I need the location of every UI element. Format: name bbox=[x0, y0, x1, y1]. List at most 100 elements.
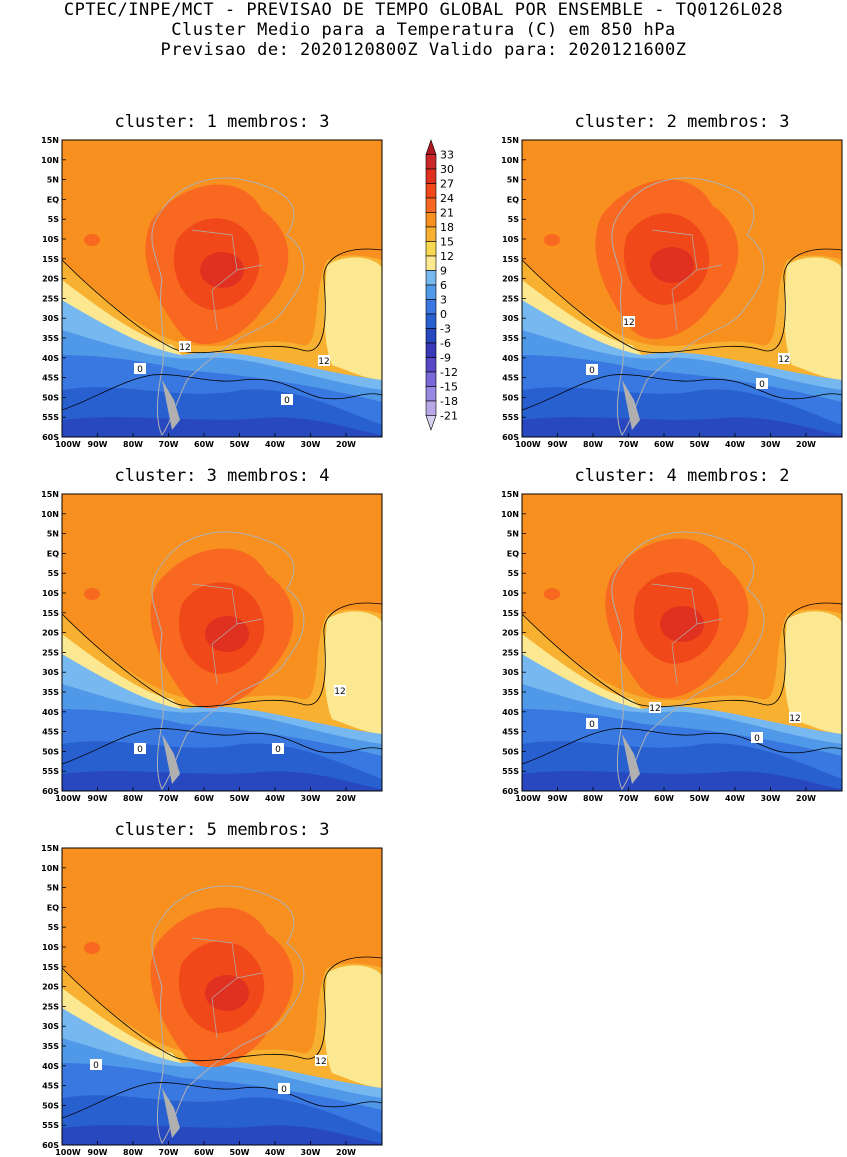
colorbar-label: -3 bbox=[440, 323, 451, 336]
lat-tick-label: 25S bbox=[42, 1002, 59, 1011]
contour-label: 0 bbox=[278, 1083, 290, 1095]
patagonia-landmass bbox=[622, 734, 640, 784]
lat-tick-label: 40S bbox=[502, 354, 519, 363]
colorbar-segment bbox=[425, 386, 437, 402]
lat-tick-label: 35S bbox=[502, 334, 519, 343]
colorbar-bottom-arrow bbox=[425, 415, 437, 431]
lat-tick-label: 40S bbox=[42, 708, 59, 717]
lat-tick-label: 40S bbox=[502, 708, 519, 717]
colorbar-label: -18 bbox=[440, 395, 458, 408]
lon-tick-label: 90W bbox=[548, 440, 568, 449]
lon-tick-label: 60W bbox=[194, 440, 214, 449]
colorbar-segment bbox=[425, 183, 437, 199]
contour-label-text: 12 bbox=[789, 714, 800, 724]
lat-tick-label: 15N bbox=[41, 136, 59, 145]
patagonia-landmass bbox=[622, 380, 640, 430]
map-frame bbox=[61, 847, 383, 1146]
lon-tick-label: 60W bbox=[654, 440, 674, 449]
contour-12 bbox=[521, 248, 843, 354]
field-warm-spot bbox=[544, 234, 560, 246]
contour-label: 0 bbox=[751, 732, 763, 744]
colorbar-segment bbox=[425, 154, 437, 170]
lat-tick-label: 10N bbox=[41, 156, 59, 165]
country-borders bbox=[651, 229, 723, 331]
lat-tick-label: 40S bbox=[42, 354, 59, 363]
contour-label: 12 bbox=[789, 712, 801, 724]
lat-tick-label: 30S bbox=[502, 668, 519, 677]
panel-title: cluster: 4 membros: 2 bbox=[574, 466, 790, 486]
lat-tick-label: 45S bbox=[42, 728, 59, 737]
contour-label: 0 bbox=[134, 743, 146, 755]
colorbar-segment bbox=[425, 371, 437, 387]
contour-0 bbox=[61, 374, 383, 411]
map-frame bbox=[521, 493, 843, 792]
lat-tick-label: 10S bbox=[42, 589, 59, 598]
map-canvas: 12 12 0 0 15N 10N 5N EQ 5S 10S 15S 20S 25S 30S 35S 40S 4… bbox=[41, 136, 383, 449]
field-27 bbox=[200, 252, 244, 288]
colorbar-segment bbox=[425, 212, 437, 228]
field-light bbox=[784, 257, 842, 380]
contour-label: 0 bbox=[272, 743, 284, 755]
map-canvas: 12 0 0 15N 10N 5N EQ 5S 10S 15S 20S 25S 30S 35S 40S 45S… bbox=[41, 490, 383, 803]
contour-label-text: 0 bbox=[275, 745, 281, 755]
lat-tick-label: 35S bbox=[42, 334, 59, 343]
colorbar-label: 18 bbox=[440, 221, 454, 234]
lon-tick-label: 50W bbox=[690, 440, 710, 449]
main-title: CPTEC/INPE/MCT - PREVISAO DE TEMPO GLOBA… bbox=[63, 0, 784, 20]
lon-tick-label: 100W bbox=[55, 1148, 81, 1157]
field-minus6 bbox=[522, 771, 842, 791]
lat-tick-label: 60S bbox=[42, 787, 59, 796]
lon-tick-label: 20W bbox=[796, 440, 816, 449]
lat-tick-label: 10S bbox=[42, 943, 59, 952]
lat-tick-label: 30S bbox=[42, 1022, 59, 1031]
lon-tick-label: 60W bbox=[194, 1148, 214, 1157]
lat-tick-label: 10S bbox=[42, 235, 59, 244]
map-frame bbox=[61, 139, 383, 438]
lon-tick-label: 100W bbox=[55, 794, 81, 803]
continent-outline bbox=[151, 177, 305, 437]
lat-tick-label: 20S bbox=[502, 629, 519, 638]
lon-tick-label: 60W bbox=[194, 794, 214, 803]
lat-tick-label: EQ bbox=[47, 903, 59, 912]
lon-tick-label: 30W bbox=[761, 794, 781, 803]
lat-tick-label: 5S bbox=[508, 569, 520, 578]
lat-tick-label: 10N bbox=[41, 864, 59, 873]
colorbar-label: -6 bbox=[440, 337, 451, 350]
lat-tick-label: 10N bbox=[41, 510, 59, 519]
colorbar-label: 30 bbox=[440, 163, 454, 176]
map-canvas: 12 12 0 0 15N 10N 5N EQ 5S 10S 15S 20S 25S 30S 35S 40S 4… bbox=[501, 136, 843, 449]
lat-tick-label: 25S bbox=[502, 648, 519, 657]
lat-tick-label: 15S bbox=[42, 963, 59, 972]
lon-tick-label: 90W bbox=[548, 794, 568, 803]
lon-tick-label: 90W bbox=[88, 1148, 108, 1157]
country-borders bbox=[191, 937, 263, 1039]
field-minus6 bbox=[62, 417, 382, 437]
contour-label: 12 bbox=[318, 355, 330, 367]
lon-tick-label: 90W bbox=[88, 440, 108, 449]
field-warm-spot bbox=[84, 234, 100, 246]
forecast-dates: Previsao de: 2020120800Z Valido para: 20… bbox=[160, 40, 687, 60]
contour-label: 0 bbox=[586, 718, 598, 730]
lat-tick-label: 30S bbox=[42, 314, 59, 323]
panel-title: cluster: 3 membros: 4 bbox=[114, 466, 330, 486]
lat-tick-label: 5N bbox=[47, 884, 59, 893]
colorbar-segment bbox=[425, 400, 437, 416]
field-warm-spot bbox=[84, 942, 100, 954]
lat-tick-label: 35S bbox=[502, 688, 519, 697]
lat-tick-label: EQ bbox=[47, 195, 59, 204]
lon-tick-label: 20W bbox=[796, 794, 816, 803]
contour-label-text: 12 bbox=[334, 687, 345, 697]
lon-tick-label: 40W bbox=[265, 440, 285, 449]
subtitle: Cluster Medio para a Temperatura (C) em … bbox=[171, 20, 676, 40]
contour-label-text: 0 bbox=[93, 1061, 99, 1071]
contour-label-text: 0 bbox=[284, 396, 290, 406]
lon-tick-label: 80W bbox=[123, 794, 143, 803]
lon-tick-label: 50W bbox=[230, 1148, 250, 1157]
contour-12 bbox=[61, 248, 383, 354]
lon-tick-label: 90W bbox=[88, 794, 108, 803]
lon-tick-label: 30W bbox=[301, 794, 321, 803]
contour-12 bbox=[61, 602, 383, 708]
lat-tick-label: 5N bbox=[47, 176, 59, 185]
contour-label: 12 bbox=[315, 1055, 327, 1067]
colorbar-label: -12 bbox=[440, 366, 458, 379]
